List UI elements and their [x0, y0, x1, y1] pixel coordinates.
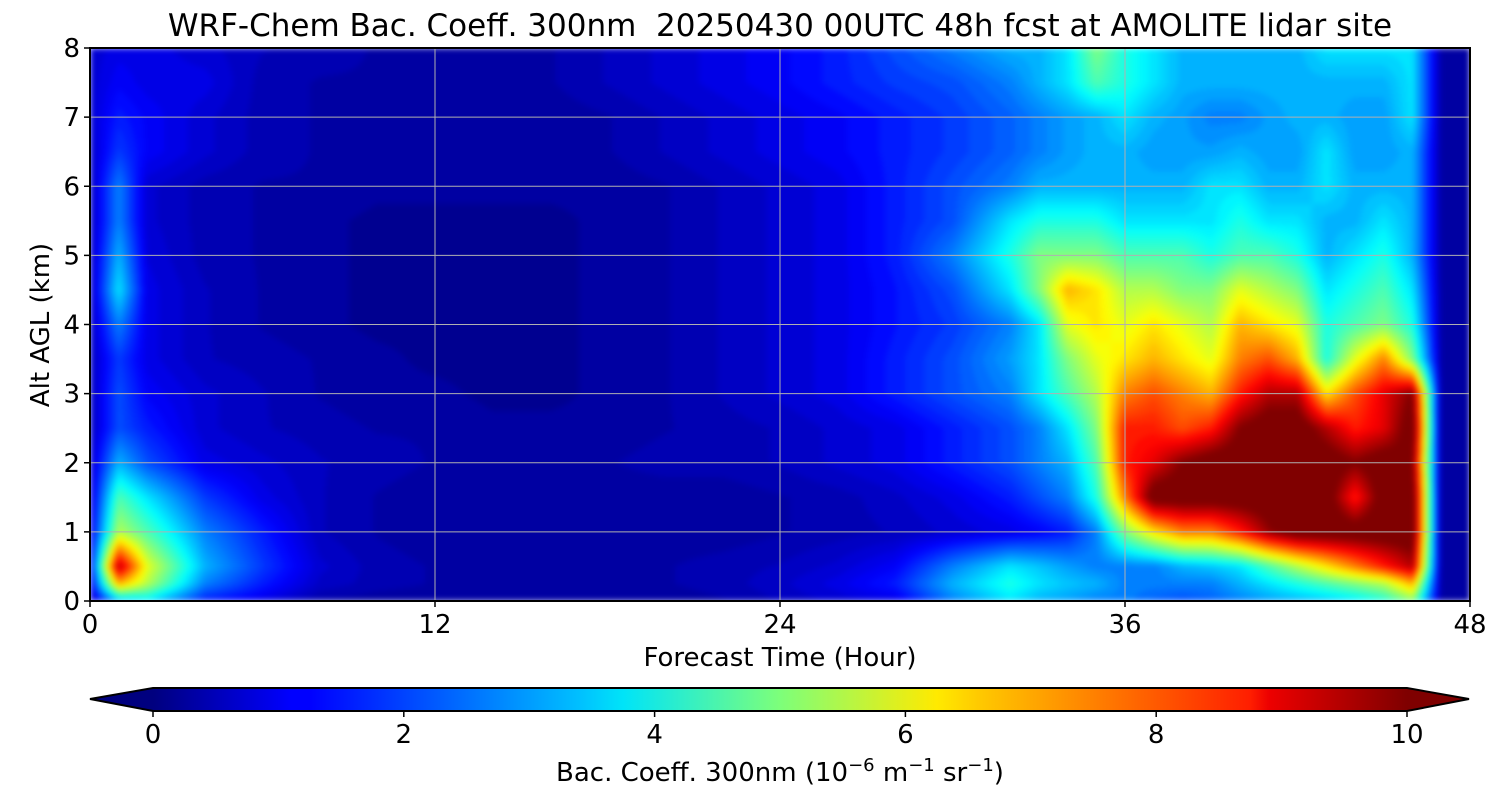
colorbar-label-exp2: −1 — [908, 755, 935, 776]
x-tick-label: 24 — [763, 610, 796, 640]
colorbar-label-close: ) — [994, 758, 1004, 788]
x-axis-label: Forecast Time (Hour) — [643, 643, 916, 673]
y-tick-label: 2 — [63, 449, 80, 479]
y-tick-label: 8 — [63, 34, 80, 64]
colorbar-bar — [153, 688, 1407, 711]
colorbar-label-end: sr — [935, 758, 968, 788]
colorbar-label-exp1: −6 — [848, 755, 875, 776]
colorbar-tick-label: 2 — [396, 720, 413, 750]
y-axis: 0 1 2 3 4 5 6 7 8 — [63, 34, 90, 617]
x-tick-label: 36 — [1108, 610, 1141, 640]
colorbar-label-exp3: −1 — [967, 755, 994, 776]
x-axis: 0 12 24 36 48 — [82, 601, 1487, 640]
y-tick-label: 4 — [63, 311, 80, 341]
x-tick-label: 12 — [418, 610, 451, 640]
x-tick-label: 48 — [1453, 610, 1486, 640]
y-tick-label: 5 — [63, 241, 80, 271]
y-axis-label: Alt AGL (km) — [26, 243, 56, 407]
y-tick-label: 0 — [63, 587, 80, 617]
colorbar-tick-label: 0 — [145, 720, 162, 750]
colorbar: 0 2 4 6 8 10 Bac. Coeff. 300nm (10−6 m−1 sr−1… — [89, 687, 1470, 788]
colorbar-tick-label: 8 — [1148, 720, 1165, 750]
colorbar-label-mid: m — [875, 758, 909, 788]
colorbar-label-main: Bac. Coeff. 300nm (10 — [556, 758, 848, 788]
y-tick-label: 3 — [63, 380, 80, 410]
chart-title: WRF-Chem Bac. Coeff. 300nm 20250430 00UT… — [167, 8, 1393, 44]
colorbar-tick-label: 10 — [1390, 720, 1423, 750]
colorbar-tick-label: 6 — [897, 720, 914, 750]
colorbar-extend-max — [1407, 688, 1469, 711]
y-tick-label: 1 — [63, 518, 80, 548]
colorbar-tick-label: 4 — [646, 720, 663, 750]
x-tick-label: 0 — [82, 610, 99, 640]
colorbar-extend-min — [90, 688, 153, 711]
colorbar-ticks: 0 2 4 6 8 10 — [145, 711, 1424, 750]
colorbar-label: Bac. Coeff. 300nm (10−6 m−1 sr−1) — [556, 755, 1004, 788]
y-tick-label: 7 — [63, 103, 80, 133]
y-tick-label: 6 — [63, 172, 80, 202]
